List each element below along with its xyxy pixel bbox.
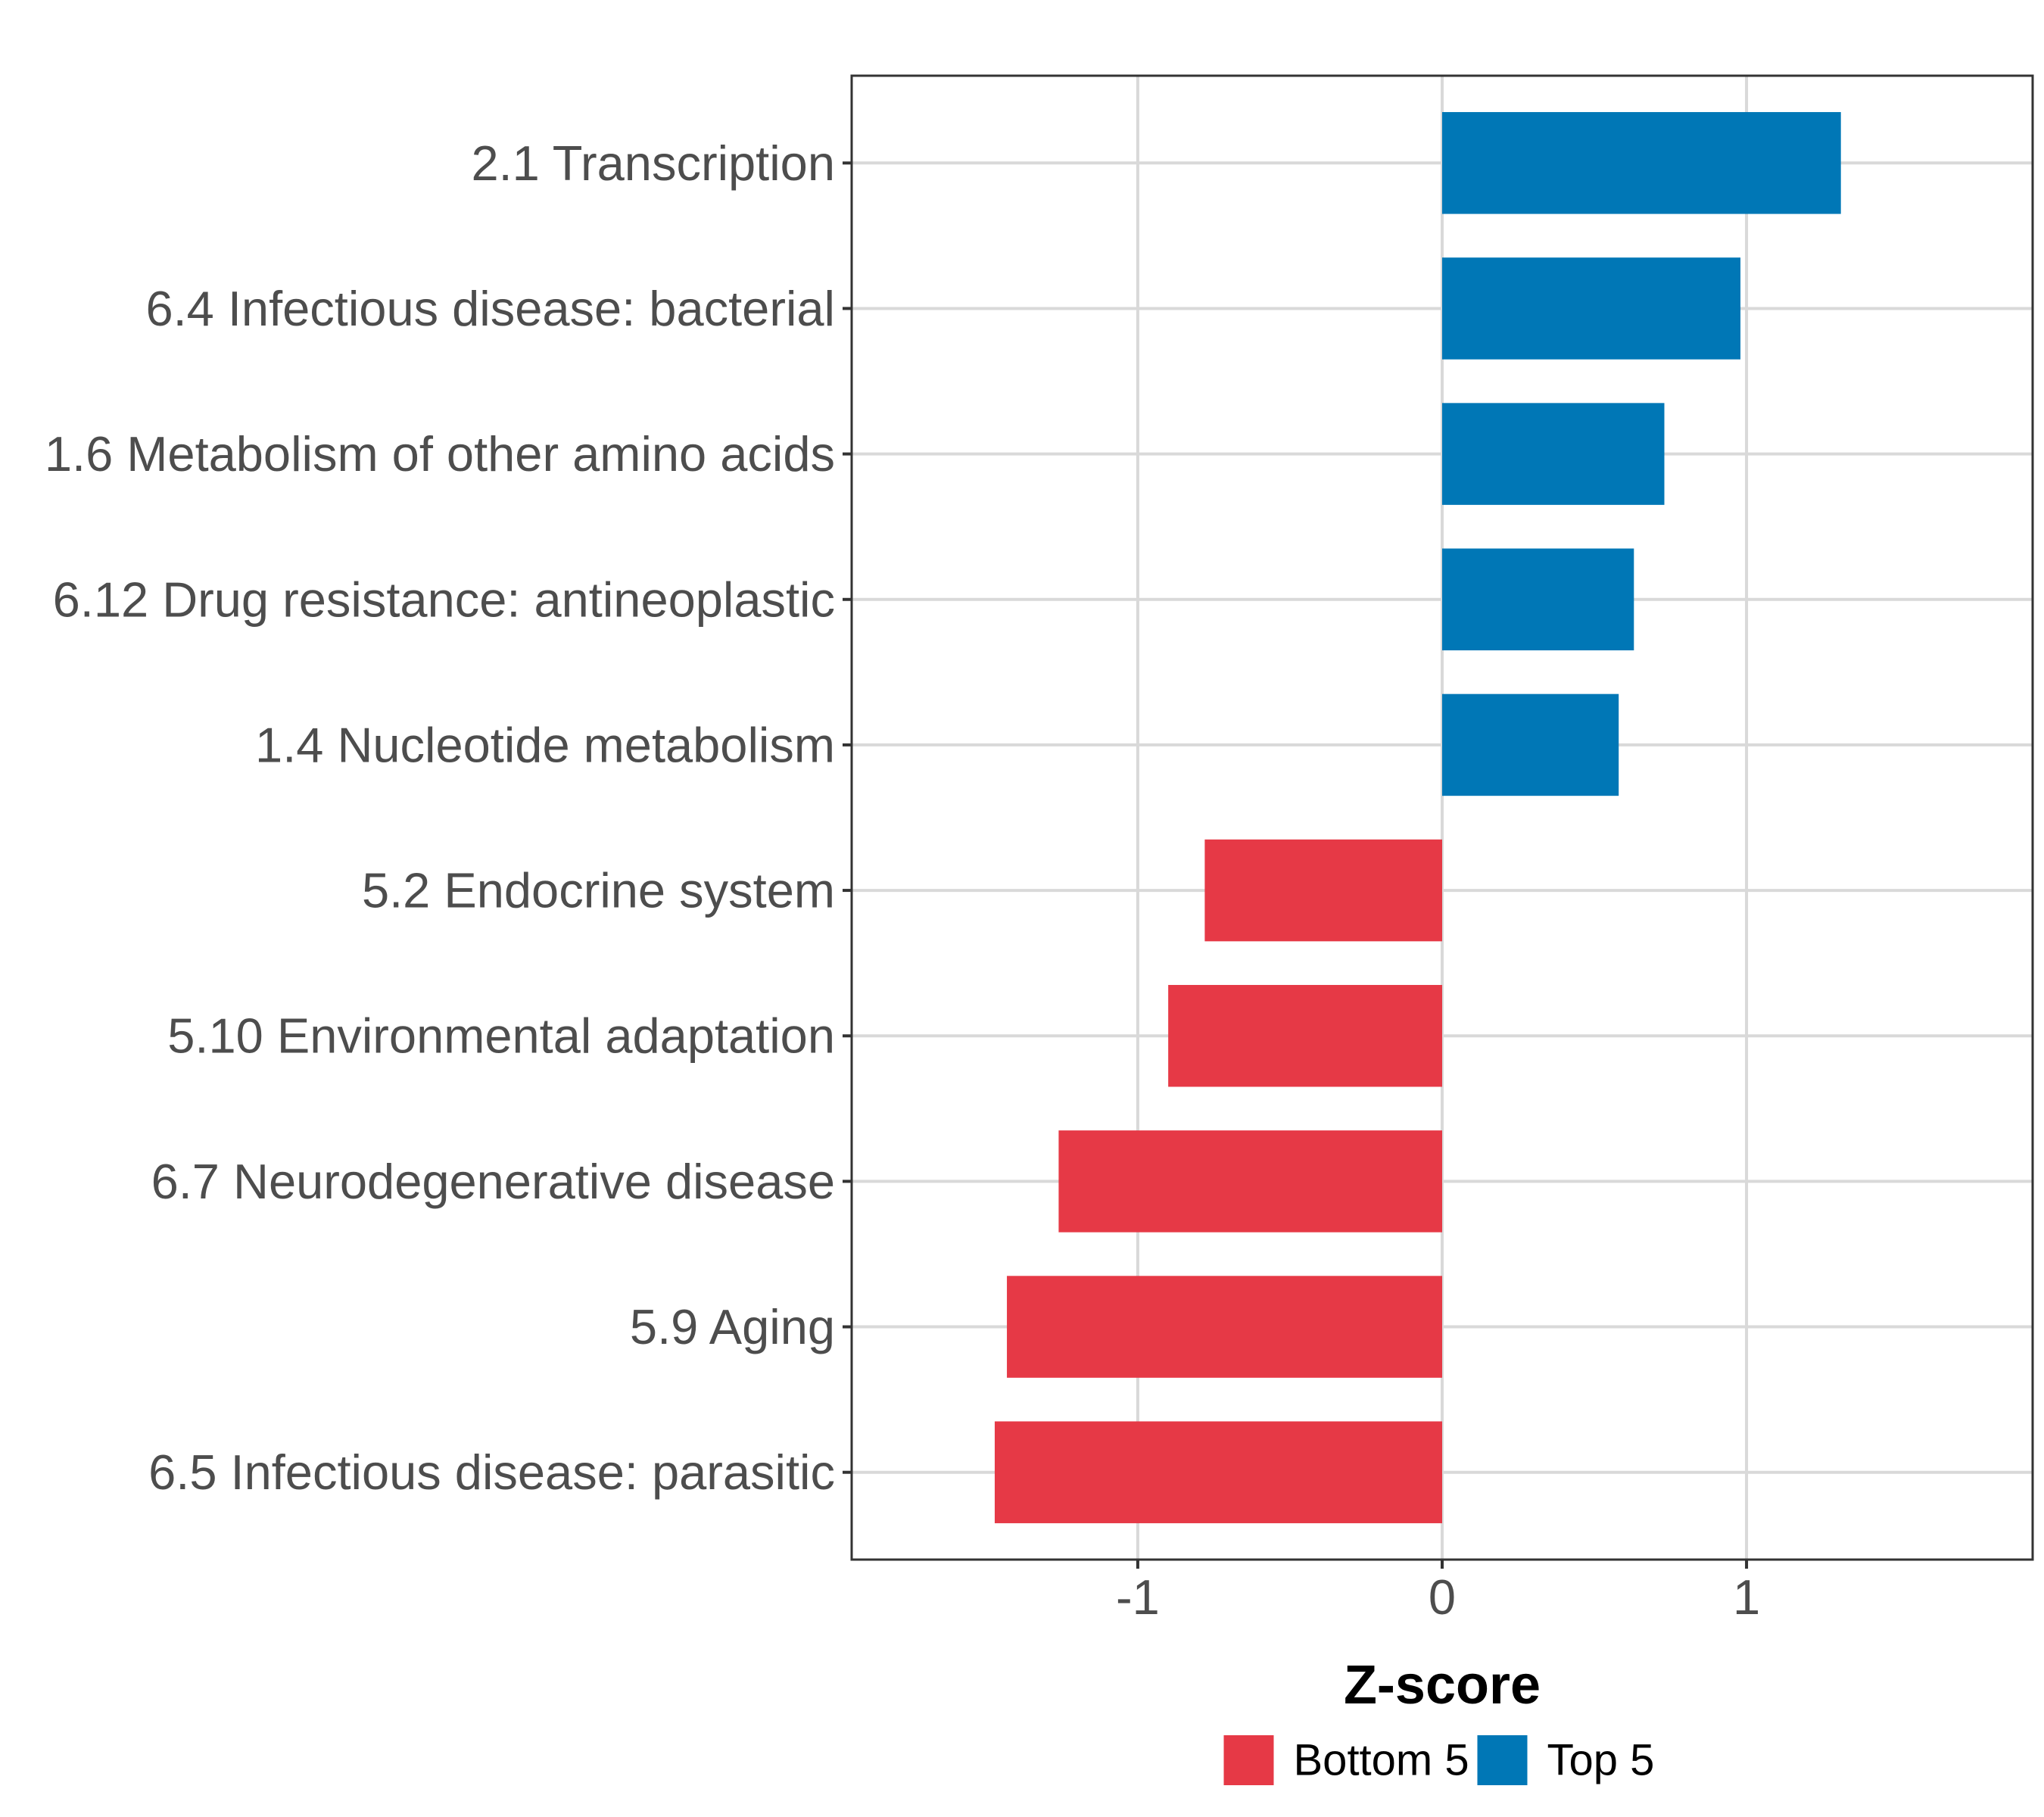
x-axis-title: Z-score	[1344, 1655, 1541, 1716]
bar-4	[1442, 548, 1634, 651]
bar-7	[1168, 984, 1442, 1087]
y-tick-label-8: 6.7 Neurodegenerative disease	[151, 1154, 835, 1209]
legend-label-1: Bottom 5	[1294, 1736, 1469, 1785]
y-tick-label-4: 6.12 Drug resistance: antineoplastic	[53, 572, 835, 627]
bar-3	[1442, 403, 1665, 505]
bars	[994, 112, 1841, 1523]
y-tick-label-9: 5.9 Aging	[630, 1299, 835, 1354]
legend-key-1	[1223, 1735, 1274, 1785]
legend-key-2	[1477, 1735, 1528, 1785]
bar-5	[1442, 693, 1619, 796]
bar-8	[1058, 1130, 1442, 1233]
legend-label-2: Top 5	[1547, 1736, 1655, 1785]
y-tick-label-1: 2.1 Transcription	[471, 136, 835, 191]
bar-2	[1442, 257, 1741, 360]
x-tick-label-2: 1	[1733, 1569, 1760, 1625]
x-tick-label-1: 0	[1429, 1569, 1456, 1625]
y-tick-label-6: 5.2 Endocrine system	[362, 863, 835, 918]
legend: Bottom 5 Top 5	[1223, 1735, 1655, 1785]
y-tick-label-3: 1.6 Metabolism of other amino acids	[45, 426, 835, 482]
bar-1	[1442, 112, 1841, 214]
bar-10	[994, 1421, 1442, 1523]
y-tick-label-7: 5.10 Environmental adaptation	[167, 1008, 835, 1064]
y-tick-label-5: 1.4 Nucleotide metabolism	[255, 717, 835, 772]
y-tick-label-10: 6.5 Infectious disease: parasitic	[148, 1445, 835, 1500]
bar-9	[1007, 1276, 1442, 1378]
bar-6	[1204, 839, 1442, 942]
y-axis: 2.1 Transcription 6.4 Infectious disease:…	[45, 136, 852, 1500]
x-tick-label-0: -1	[1116, 1569, 1160, 1625]
x-axis: -1 0 1	[1116, 1560, 1760, 1625]
y-tick-label-2: 6.4 Infectious disease: bacterial	[145, 281, 835, 336]
